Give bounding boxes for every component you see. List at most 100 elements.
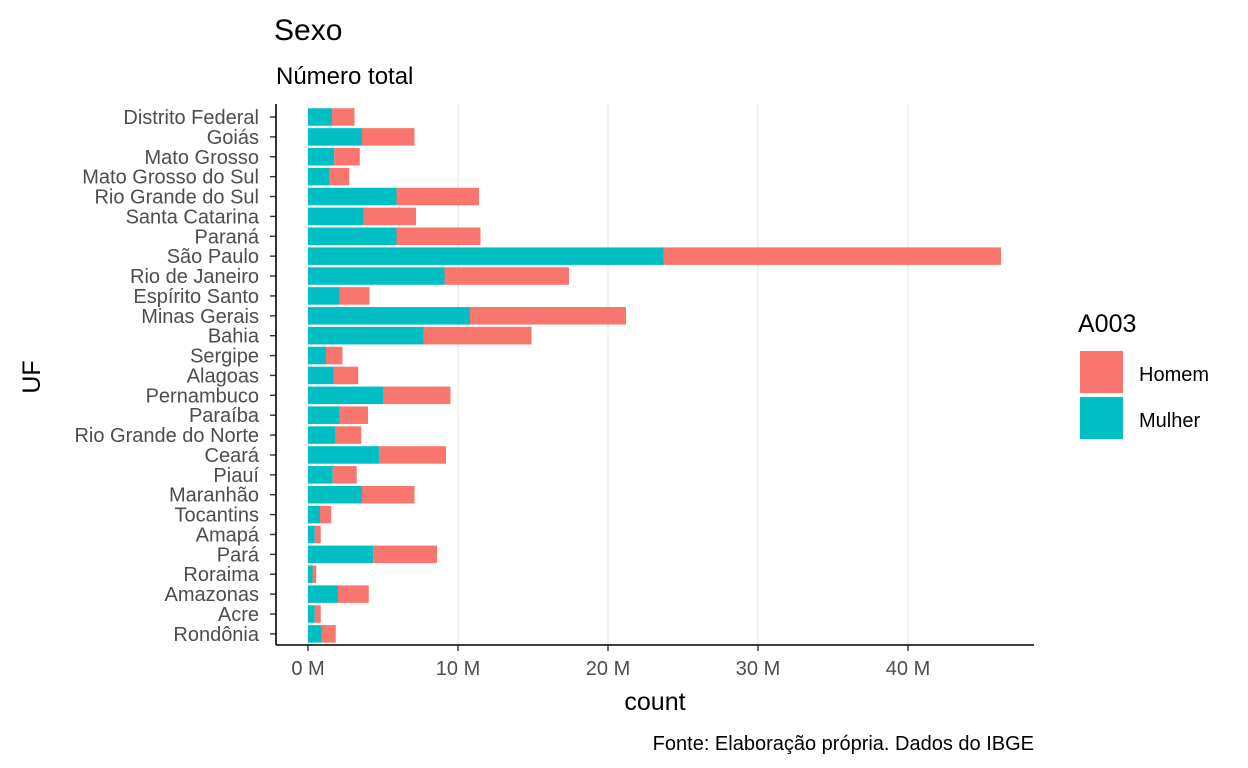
bar-mulher [308,307,470,325]
bar-mulher [308,247,664,265]
bar-homem [332,108,355,126]
bar-mulher [308,346,326,365]
chart-subtitle: Número total [276,63,413,90]
category-label: Piauí [213,465,259,487]
bar-homem [363,207,416,226]
bar-mulher [308,326,424,345]
x-tick-label: 20 M [586,658,630,680]
x-tick-label: 10 M [436,658,480,680]
category-label: Amapá [196,524,260,546]
bar-homem [335,426,362,444]
bar-homem [383,386,451,405]
legend: A003 Homem Mulher [1078,310,1209,439]
bar-mulher [308,485,362,504]
category-label: Espírito Santo [133,286,259,308]
bar-mulher [308,187,397,206]
category-label: Maranhão [169,485,259,507]
bar-mulher [308,207,364,226]
category-label: Goiás [207,127,259,149]
bar-homem [379,446,446,464]
bar-mulher [308,406,340,424]
category-label: São Paulo [167,246,259,268]
bar-mulher [308,386,383,405]
bar-mulher [308,605,315,623]
bar-mulher [308,108,332,126]
category-label: Tocantins [175,505,260,527]
bar-homem [320,505,332,524]
bar-mulher [308,148,335,166]
legend-label-mulher: Mulher [1139,410,1200,432]
bar-homem [314,525,321,544]
bar-mulher [308,167,329,186]
legend-label-homem: Homem [1139,364,1209,386]
category-label: Paraná [195,226,260,248]
x-tick-label: 40 M [886,658,930,680]
bar-homem [333,366,359,385]
bar-homem [362,485,415,504]
category-label: Rio Grande do Norte [74,425,259,447]
bar-mulher [308,505,320,524]
bar-homem [663,247,1001,265]
bar-homem [444,267,569,285]
chart-title: Sexo [274,14,342,47]
category-label: Alagoas [187,365,259,387]
grid-lines [307,104,909,645]
bar-mulher [308,525,315,544]
category-label: Pernambuco [146,385,259,407]
category-label: Rio Grande do Sul [94,187,259,209]
bar-mulher [308,128,362,146]
bar-homem [334,148,360,166]
bar-homem [396,227,481,246]
caption: Fonte: Elaboração própria. Dados do IBGE [653,733,1034,755]
category-label: Rio de Janeiro [130,266,259,288]
legend-swatch-homem [1080,351,1123,393]
x-tick-label: 30 M [736,658,780,680]
category-label: Rondônia [173,624,260,646]
bar-mulher [308,466,333,484]
bar-homem [332,466,357,484]
bar-mulher [308,426,335,444]
bar-homem [373,545,437,564]
bars [308,108,1001,643]
category-label: Santa Catarina [126,206,260,228]
bar-homem [470,307,626,325]
bar-mulher [308,585,338,603]
category-label: Ceará [205,445,260,467]
bar-mulher [308,287,340,305]
x-tick-labels: 0 M 10 M 20 M 30 M 40 M [291,645,930,680]
bar-mulher [308,227,397,246]
legend-swatch-mulher [1080,397,1123,439]
bar-homem [338,585,369,603]
legend-title: A003 [1078,310,1136,338]
category-label: Pará [217,544,260,566]
bar-mulher [308,267,445,285]
category-label: Amazonas [165,584,260,606]
bar-homem [396,187,479,206]
bar-mulher [308,446,380,464]
x-axis-title: count [624,688,685,716]
bar-homem [423,326,532,345]
bar-homem [312,565,317,583]
bar-homem [314,605,321,623]
category-label: Mato Grosso [145,147,259,169]
bar-mulher [308,625,322,643]
category-label: Minas Gerais [141,306,259,328]
bar-mulher [308,366,334,385]
bar-mulher [308,545,374,564]
bar-homem [339,287,370,305]
bar-homem [339,406,368,424]
category-label: Distrito Federal [123,107,259,129]
bar-mulher [308,565,313,583]
bar-homem [362,128,415,146]
category-label: Mato Grosso do Sul [82,167,259,189]
category-label: Paraíba [189,405,260,427]
category-label: Acre [218,604,259,626]
bar-homem [326,346,343,365]
bar-homem [321,625,336,643]
category-label: Sergipe [190,346,259,368]
bar-homem [329,167,350,186]
category-label: Bahia [208,326,260,348]
category-label: Roraima [183,564,259,586]
